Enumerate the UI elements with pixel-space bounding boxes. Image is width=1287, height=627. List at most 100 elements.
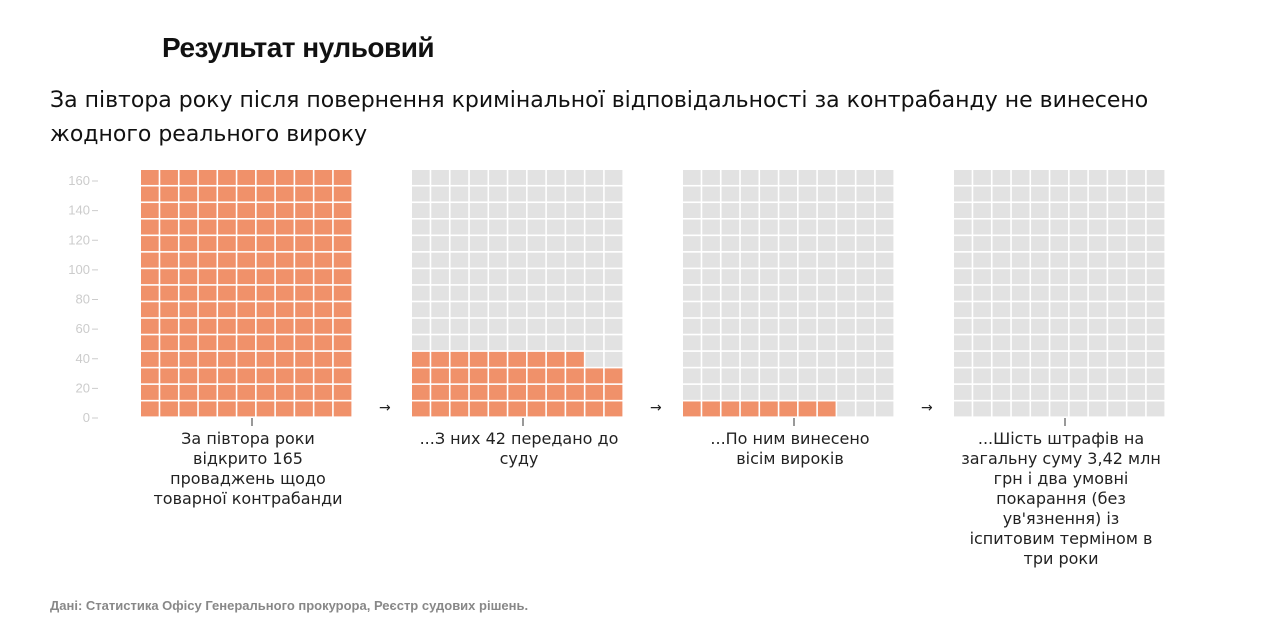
waffle-cell-empty bbox=[740, 302, 759, 318]
waffle-cell-filled bbox=[314, 219, 333, 235]
waffle-cell-filled bbox=[295, 351, 313, 367]
waffle-cell-empty bbox=[546, 318, 565, 334]
waffle-cell-filled bbox=[798, 401, 817, 417]
waffle-cell-empty bbox=[721, 384, 740, 400]
waffle-cell-filled bbox=[179, 368, 198, 384]
waffle-cell-empty bbox=[760, 351, 778, 367]
waffle-cell-empty bbox=[546, 203, 565, 218]
waffle-cell-empty bbox=[546, 335, 565, 351]
waffle-cell-filled bbox=[237, 285, 256, 301]
waffle-cell-empty bbox=[702, 351, 720, 367]
waffle-cell-filled bbox=[412, 368, 430, 384]
waffle-cell-filled bbox=[489, 384, 507, 400]
waffle-cell-empty bbox=[683, 219, 701, 235]
waffle-cell-empty bbox=[1011, 368, 1030, 384]
waffle-cell-filled bbox=[141, 170, 159, 185]
waffle-cell-empty bbox=[721, 186, 740, 202]
waffle-cell-empty bbox=[740, 318, 759, 334]
waffle-cell-empty bbox=[702, 302, 720, 318]
waffle-cell-empty bbox=[683, 384, 701, 400]
waffle-cell-empty bbox=[702, 236, 720, 252]
waffle-cell-empty bbox=[721, 219, 740, 235]
waffle-cell-empty bbox=[1050, 219, 1069, 235]
waffle-cell-empty bbox=[527, 318, 546, 334]
waffle-cell-empty bbox=[798, 351, 817, 367]
waffle-cell-empty bbox=[604, 186, 623, 202]
waffle-cell-empty bbox=[1050, 252, 1069, 268]
waffle-cell-empty bbox=[856, 335, 875, 351]
waffle-cell-empty bbox=[546, 269, 565, 285]
waffle-cell-empty bbox=[1108, 401, 1126, 417]
waffle-cell-filled bbox=[198, 186, 217, 202]
waffle-cell-filled bbox=[489, 401, 507, 417]
waffle-cell-empty bbox=[1069, 335, 1088, 351]
waffle-cell-empty bbox=[546, 236, 565, 252]
waffle-cell-empty bbox=[1146, 351, 1165, 367]
waffle-cell-empty bbox=[1088, 170, 1107, 185]
waffle-cell-empty bbox=[566, 269, 584, 285]
waffle-cell-empty bbox=[954, 252, 972, 268]
waffle-cell-empty bbox=[450, 170, 469, 185]
waffle-cell-empty bbox=[1050, 351, 1069, 367]
waffle-cell-empty bbox=[740, 236, 759, 252]
waffle-cell-empty bbox=[1031, 335, 1049, 351]
waffle-cell-filled bbox=[237, 384, 256, 400]
waffle-cell-empty bbox=[954, 368, 972, 384]
waffle-cell-empty bbox=[721, 269, 740, 285]
waffle-cell-empty bbox=[566, 219, 584, 235]
waffle-cell-filled bbox=[431, 351, 449, 367]
waffle-cell-empty bbox=[992, 219, 1011, 235]
waffle-cell-empty bbox=[817, 368, 836, 384]
waffle-cell-empty bbox=[1011, 186, 1030, 202]
waffle-cell-empty bbox=[721, 335, 740, 351]
waffle-cell-empty bbox=[992, 318, 1011, 334]
waffle-cell-filled bbox=[314, 384, 333, 400]
waffle-cell-empty bbox=[431, 203, 449, 218]
waffle-cell-filled bbox=[141, 269, 159, 285]
waffle-cell-empty bbox=[1069, 285, 1088, 301]
waffle-cell-filled bbox=[198, 335, 217, 351]
waffle-cell-empty bbox=[779, 302, 798, 318]
waffle-cell-filled bbox=[218, 384, 236, 400]
waffle-cell-empty bbox=[508, 252, 527, 268]
waffle-cell-empty bbox=[779, 186, 798, 202]
waffle-cell-filled bbox=[295, 368, 313, 384]
waffle-cell-filled bbox=[141, 219, 159, 235]
waffle-cell-empty bbox=[469, 269, 488, 285]
waffle-cell-filled bbox=[179, 219, 198, 235]
waffle-cell-empty bbox=[740, 252, 759, 268]
waffle-cell-empty bbox=[508, 203, 527, 218]
waffle-cell-empty bbox=[760, 203, 778, 218]
waffle-cell-empty bbox=[450, 252, 469, 268]
waffle-cell-filled bbox=[141, 236, 159, 252]
waffle-cell-filled bbox=[160, 203, 178, 218]
waffle-cell-empty bbox=[1088, 401, 1107, 417]
waffle-cell-empty bbox=[1050, 269, 1069, 285]
waffle-cell-empty bbox=[1031, 318, 1049, 334]
waffle-cell-filled bbox=[604, 384, 623, 400]
waffle-cell-empty bbox=[546, 302, 565, 318]
waffle-cell-empty bbox=[527, 335, 546, 351]
waffle-cell-filled bbox=[585, 384, 604, 400]
waffle-cell-filled bbox=[141, 186, 159, 202]
waffle-cell-empty bbox=[1011, 401, 1030, 417]
waffle-cell-filled bbox=[275, 351, 294, 367]
waffle-cell-filled bbox=[198, 203, 217, 218]
waffle-cell-filled bbox=[721, 401, 740, 417]
waffle-cell-filled bbox=[179, 186, 198, 202]
waffle-cell-filled bbox=[275, 186, 294, 202]
waffle-cell-empty bbox=[817, 186, 836, 202]
waffle-cell-empty bbox=[412, 236, 430, 252]
waffle-cell-empty bbox=[508, 236, 527, 252]
waffle-cell-empty bbox=[1127, 186, 1146, 202]
waffle-cell-filled bbox=[314, 302, 333, 318]
waffle-cell-empty bbox=[1069, 368, 1088, 384]
waffle-cell-empty bbox=[683, 318, 701, 334]
waffle-cell-filled bbox=[333, 302, 352, 318]
waffle-cell-filled bbox=[256, 351, 275, 367]
waffle-cell-empty bbox=[1050, 384, 1069, 400]
waffle-cell-empty bbox=[954, 219, 972, 235]
waffle-cell-filled bbox=[218, 186, 236, 202]
waffle-cell-empty bbox=[837, 384, 855, 400]
waffle-cell-empty bbox=[431, 219, 449, 235]
